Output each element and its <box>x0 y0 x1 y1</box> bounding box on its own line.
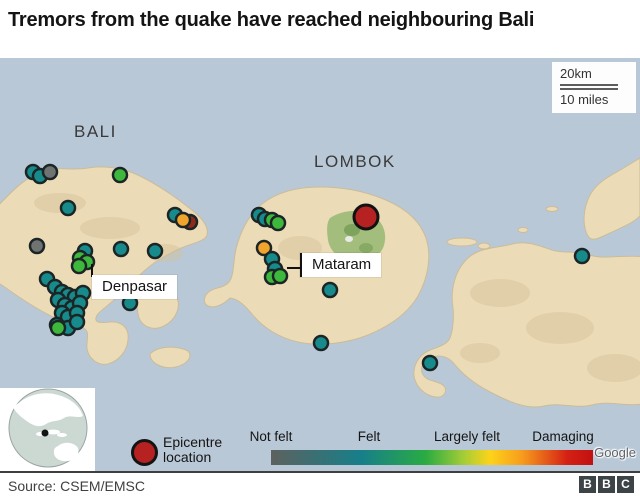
legend-epicentre-line1: Epicentre <box>163 434 223 450</box>
terrain-shade <box>470 279 530 307</box>
small-island <box>446 237 478 247</box>
tremor-dot-teal <box>321 281 339 299</box>
tremor-dot-green <box>271 267 289 285</box>
tremor-dot-teal <box>573 247 591 265</box>
locator-globe <box>8 388 88 468</box>
map-attribution: Google <box>594 445 636 460</box>
scale-label-not-felt: Not felt <box>249 429 293 444</box>
tremor-dot-teal <box>312 334 330 352</box>
map-scale: 20km 10 miles <box>552 62 636 113</box>
vegetation-dark <box>359 243 373 253</box>
tremor-dot-gray <box>28 237 46 255</box>
tremor-dot-teal <box>68 313 86 331</box>
small-island <box>517 227 529 233</box>
tremor-dot-green <box>111 166 129 184</box>
small-island <box>545 206 559 212</box>
crater-lake <box>345 236 353 242</box>
small-island <box>477 242 491 250</box>
legend-epicentre-symbol <box>131 439 158 466</box>
bbc-logo-block: B <box>579 476 596 493</box>
globe-asia-landmass <box>13 393 83 427</box>
island-sumbawa <box>413 242 640 408</box>
bbc-logo-block: C <box>617 476 634 493</box>
island-bali <box>0 166 208 365</box>
city-label-mataram: Mataram <box>300 253 382 277</box>
globe-indonesia <box>57 433 67 437</box>
scale-bar-miles <box>560 88 618 90</box>
tremor-dots-layer <box>24 163 591 372</box>
terrain-shade <box>587 354 640 382</box>
tremor-dot-orange <box>174 211 192 229</box>
terrain-shade <box>80 217 140 239</box>
tremor-dot-green <box>49 319 67 337</box>
scale-bar-km <box>560 84 618 86</box>
tremor-dot-teal <box>421 354 439 372</box>
page-title: Tremors from the quake have reached neig… <box>8 9 535 31</box>
island-northeast <box>583 157 640 240</box>
region-label-bali: BALI <box>74 122 117 141</box>
scale-label-damaging: Damaging <box>532 429 594 444</box>
legend-epicentre-line2: location <box>163 449 212 465</box>
bbc-logo: B B C <box>579 476 634 493</box>
scale-km-label: 20km <box>560 66 592 81</box>
mataram-pointer-line <box>287 267 301 269</box>
tremor-dot-teal <box>59 199 77 217</box>
bbc-logo-block: B <box>598 476 615 493</box>
globe-australia <box>53 442 79 462</box>
source-credit: Source: CSEM/EMSC <box>8 478 145 494</box>
tremor-dot-gray <box>41 163 59 181</box>
epicentre-marker <box>352 203 380 231</box>
legend-epicentre-label: Epicentre location <box>163 435 222 465</box>
earthquake-map[interactable]: BALI LOMBOK Denpasar Mataram 20km 10 mil… <box>0 58 640 473</box>
terrain-shade <box>526 312 594 344</box>
city-label-denpasar: Denpasar <box>92 275 178 299</box>
locator-inset <box>0 388 95 471</box>
tremor-dot-teal <box>112 240 130 258</box>
scale-label-largely-felt: Largely felt <box>433 429 501 444</box>
terrain-shade <box>460 343 500 363</box>
scale-miles-label: 10 miles <box>560 92 609 107</box>
scale-label-felt: Felt <box>357 429 381 444</box>
map-base-layer <box>0 157 640 408</box>
globe-indonesia <box>46 429 60 435</box>
vegetation-dark <box>344 224 360 236</box>
island-nusa-penida <box>149 346 191 369</box>
denpasar-pointer-line <box>91 264 93 277</box>
tremor-dot-green <box>269 214 287 232</box>
intensity-gradient-bar <box>271 450 593 465</box>
inset-location-dot <box>41 429 49 437</box>
tremor-dot-orange <box>255 239 273 257</box>
tremor-dot-teal <box>146 242 164 260</box>
tremor-dot-green <box>70 257 88 275</box>
footer: Source: CSEM/EMSC B B C <box>0 473 640 500</box>
region-label-lombok: LOMBOK <box>314 152 396 171</box>
